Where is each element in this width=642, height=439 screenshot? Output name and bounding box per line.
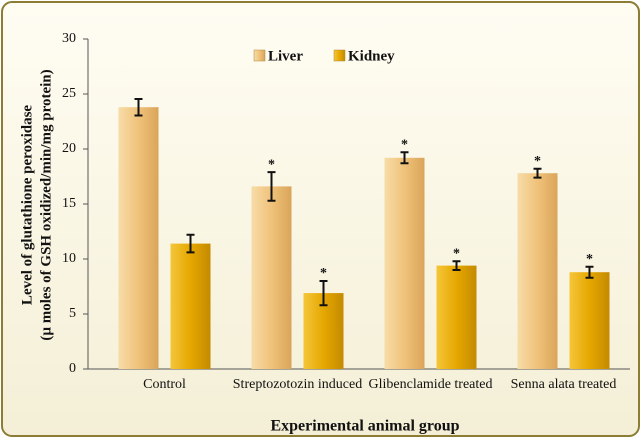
error-bar: [134, 97, 143, 117]
y-tick-label: 10: [62, 251, 76, 266]
significance-marker: *: [401, 138, 408, 153]
y-axis-title: (µ moles of GSH oxidized/min/mg protein): [38, 69, 54, 340]
error-bar: [533, 167, 542, 179]
significance-marker: *: [320, 266, 327, 281]
y-tick-label: 25: [62, 86, 76, 101]
y-tick-label: 30: [62, 31, 76, 46]
x-tick-label: Senna alata treated: [510, 377, 617, 392]
legend-swatch: [253, 49, 266, 62]
error-bar: [186, 233, 195, 254]
bar: [170, 243, 211, 369]
significance-marker: *: [586, 252, 593, 267]
x-axis-title: Experimental animal group: [270, 418, 459, 435]
y-tick-label: 20: [62, 141, 76, 156]
legend-label: Kidney: [348, 48, 395, 64]
error-bar: [585, 265, 594, 279]
significance-marker: *: [268, 157, 275, 172]
x-tick-label: Control: [143, 377, 186, 392]
bar: [118, 107, 159, 369]
bar: [251, 186, 292, 369]
x-tick-label: Glibenclamide treated: [368, 377, 493, 392]
bar: [517, 173, 558, 369]
bar: [569, 272, 610, 369]
significance-marker: *: [453, 246, 460, 261]
legend-label: Liver: [268, 48, 303, 64]
significance-marker: *: [534, 154, 541, 169]
y-axis-title: Level of glutathione peroxidase: [19, 105, 35, 305]
y-tick-label: 0: [69, 361, 76, 376]
error-bar: [400, 151, 409, 165]
bar: [384, 157, 425, 369]
y-tick-label: 15: [62, 196, 76, 211]
error-bar: [267, 171, 276, 202]
error-bar: [319, 280, 328, 307]
bar: [436, 265, 477, 369]
x-tick-label: Streptozotozin induced: [232, 377, 363, 392]
y-tick-label: 5: [69, 306, 76, 321]
legend-swatch: [333, 49, 346, 62]
error-bar: [452, 260, 461, 271]
